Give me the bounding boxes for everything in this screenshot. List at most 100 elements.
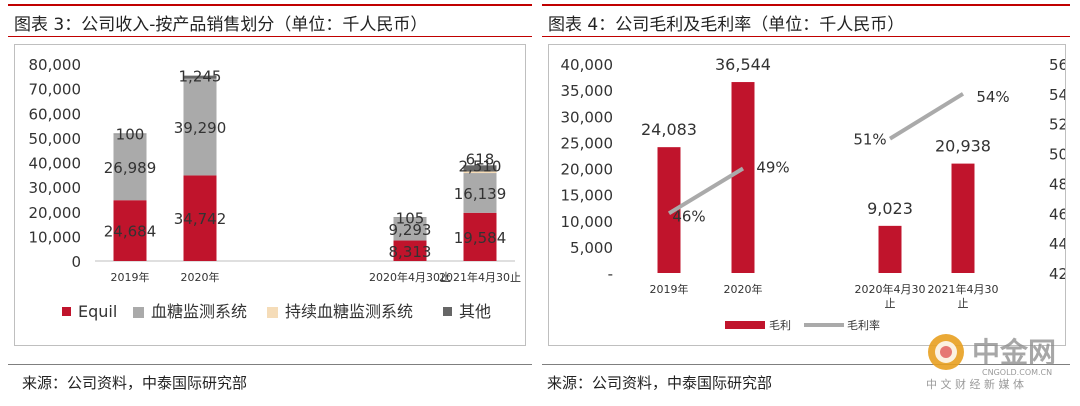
right-ytick-left-label: - <box>608 265 613 283</box>
right-ytick-left-label: 10,000 <box>561 213 614 231</box>
right-ytick-right-label: 48% <box>1049 175 1065 193</box>
right-x-tick-label: 2020年4月30 <box>855 282 926 296</box>
right-line-segment <box>667 166 745 215</box>
left-chart-title: 图表 3：公司收入-按产品销售划分（单位：千人民币） <box>14 15 428 35</box>
left-x-tick-label: 2021年4月30止 <box>439 270 521 284</box>
right-title-bar: 图表 4：公司毛利及毛利率（单位：千人民币） <box>542 4 1070 37</box>
right-line-label: 54% <box>976 88 1009 106</box>
left-ytick-label: 50,000 <box>29 130 82 148</box>
left-bar-segment <box>393 240 427 261</box>
right-ytick-right-label: 56% <box>1049 56 1065 74</box>
left-data-label: 26,989 <box>104 159 157 177</box>
right-bar-label: 9,023 <box>867 199 913 218</box>
left-bar-segment <box>183 175 217 261</box>
left-bar-segment <box>113 200 147 261</box>
left-ytick-label: 60,000 <box>29 105 82 123</box>
left-data-label: 34,742 <box>174 210 227 228</box>
left-ytick-label: 40,000 <box>29 155 82 173</box>
left-bar-segment <box>113 133 147 135</box>
left-data-label: 19,584 <box>454 229 507 247</box>
left-data-label: 1,245 <box>179 68 222 86</box>
right-ytick-right-label: 52% <box>1049 116 1065 134</box>
left-ytick-label: 80,000 <box>29 56 82 74</box>
right-bar <box>731 82 755 273</box>
right-ytick-left-label: 30,000 <box>561 108 614 126</box>
left-ytick-label: 20,000 <box>29 204 82 222</box>
right-x-tick-label: 止 <box>958 297 969 310</box>
left-bar-segment <box>393 217 427 218</box>
left-source: 来源：公司资料，中泰国际研究部 <box>22 374 248 392</box>
right-x-tick-label: 止 <box>885 297 896 310</box>
right-legend-label: 毛利 <box>769 319 791 332</box>
right-line-label: 49% <box>756 159 789 177</box>
left-legend-swatch <box>443 307 452 316</box>
left-bar-segment <box>463 173 497 213</box>
right-chart-svg: - 5,000 10,000 15,000 20,000 25,000 30,000 35,0… <box>561 55 1080 332</box>
right-bar-label: 24,083 <box>641 120 697 139</box>
right-ytick-left-label: 20,000 <box>561 161 614 179</box>
left-data-label: 24,684 <box>104 223 157 241</box>
right-bar <box>657 147 681 273</box>
left-data-label: 618 <box>466 150 495 168</box>
left-legend-label: 持续血糖监测系统 <box>285 302 413 321</box>
right-ytick-right-label: 46% <box>1049 205 1065 223</box>
right-source: 来源：公司资料，中泰国际研究部 <box>547 374 773 392</box>
left-bar-segment <box>183 78 217 176</box>
right-ytick-left-label: 35,000 <box>561 82 614 100</box>
left-legend-swatch <box>62 307 71 316</box>
right-ytick-right-label: 50% <box>1049 146 1065 164</box>
right-bar-label: 36,544 <box>715 55 771 74</box>
left-title-bar: 图表 3：公司收入-按产品销售划分（单位：千人民币） <box>8 4 532 37</box>
right-chart-title: 图表 4：公司毛利及毛利率（单位：千人民币） <box>548 15 905 35</box>
left-chart-svg: 0 10,000 20,000 30,000 40,000 50,000 60,000 70,… <box>29 56 522 321</box>
left-bar-segment <box>113 133 147 201</box>
left-data-label: 2,510 <box>459 157 502 175</box>
left-data-label: 9,293 <box>389 221 432 239</box>
right-chart-panel: - 5,000 10,000 15,000 20,000 25,000 30,000 35,0… <box>548 44 1080 346</box>
right-line-label: 46% <box>672 207 705 225</box>
right-ytick-right-label: 54% <box>1049 86 1065 104</box>
left-data-label: 16,139 <box>454 185 507 203</box>
left-x-tick-label: 2020年 <box>181 270 220 284</box>
left-bar-segment <box>393 217 427 241</box>
left-ytick-label: 0 <box>71 253 81 271</box>
watermark-brand: 中金网 <box>972 336 1056 369</box>
watermark-logo: 中金网 CNGOLD.COM.CN 中 文 财 经 新 媒 体 <box>920 322 1080 402</box>
right-line-segment <box>888 92 965 141</box>
left-data-label: 100 <box>116 126 145 144</box>
left-data-label: 39,290 <box>174 119 227 137</box>
right-x-tick-label: 2019年 <box>650 282 689 296</box>
left-source-divider <box>8 364 532 365</box>
left-bar-segment <box>463 165 497 172</box>
left-x-tick-label: 2019年 <box>111 270 150 284</box>
right-x-tick-label: 2020年 <box>724 282 763 296</box>
left-ytick-label: 70,000 <box>29 81 82 99</box>
left-x-tick-label: 2020年4月30止 <box>369 270 451 284</box>
right-ytick-right-label: 42% <box>1049 265 1065 283</box>
left-data-label: 105 <box>396 209 425 227</box>
right-legend-label: 毛利率 <box>847 318 880 332</box>
right-ytick-left-label: 40,000 <box>561 56 614 74</box>
right-ytick-left-label: 5,000 <box>570 239 613 257</box>
left-bar-segment <box>463 171 497 174</box>
left-data-label: 8,313 <box>389 243 432 261</box>
right-ytick-right-label: 44% <box>1049 235 1065 253</box>
watermark-domain: CNGOLD.COM.CN <box>982 368 1052 377</box>
left-ytick-label: 30,000 <box>29 179 82 197</box>
left-bar-segment <box>183 75 217 79</box>
right-source-divider <box>542 364 1070 365</box>
left-legend-swatch <box>133 307 144 318</box>
right-bar <box>878 225 902 273</box>
right-line-label: 51% <box>853 131 886 149</box>
right-legend-swatch <box>725 321 765 329</box>
right-ytick-left-label: 15,000 <box>561 187 614 205</box>
left-legend-label: 血糖监测系统 <box>151 302 247 321</box>
right-ytick-left-label: 25,000 <box>561 134 614 152</box>
left-legend-label: Equil <box>78 302 117 321</box>
left-chart-panel: 0 10,000 20,000 30,000 40,000 50,000 60,000 70,… <box>14 44 526 346</box>
left-bar-segment <box>463 212 497 261</box>
left-legend-label: 其他 <box>459 302 491 321</box>
right-x-tick-label: 2021年4月30 <box>928 282 999 296</box>
left-ytick-label: 10,000 <box>29 228 82 246</box>
left-legend-swatch <box>267 307 278 318</box>
